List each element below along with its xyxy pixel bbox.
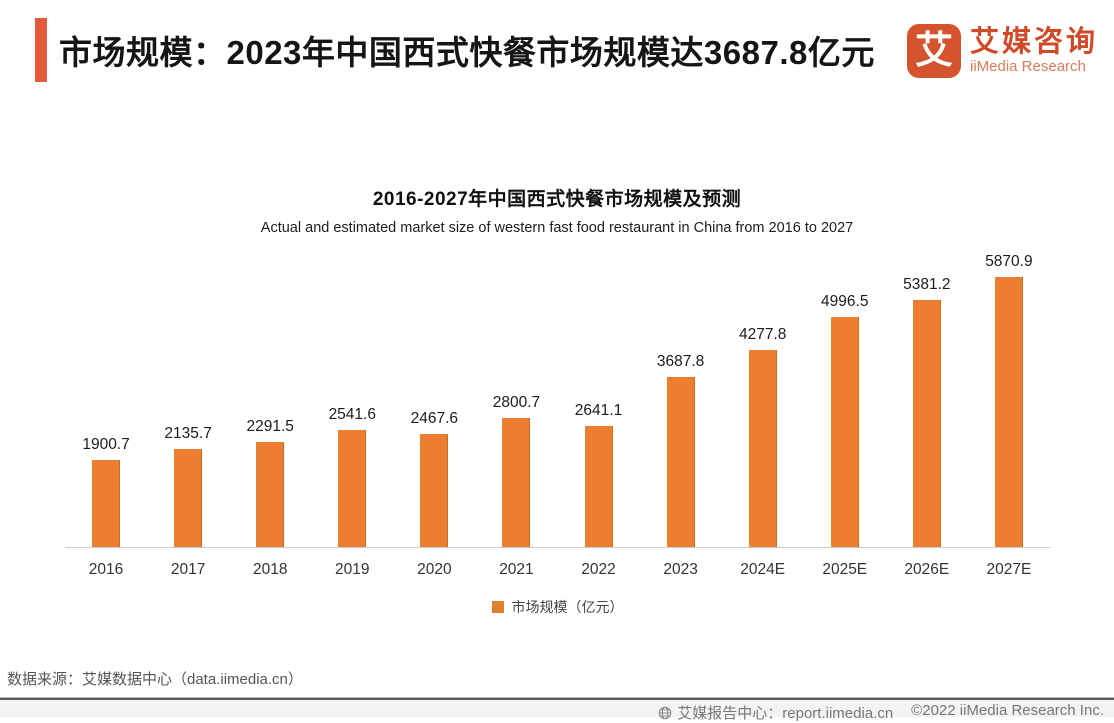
x-axis-label: 2022 xyxy=(581,561,616,578)
bar xyxy=(748,350,777,547)
bar-value-label: 2135.7 xyxy=(164,424,212,442)
bar-value-label: 4277.8 xyxy=(738,326,787,344)
x-axis-label: 2019 xyxy=(335,561,370,578)
bar xyxy=(174,448,203,547)
bar-column: 2467.6 xyxy=(393,250,475,547)
x-axis-label: 2020 xyxy=(417,561,452,578)
page-title: 市场规模：2023年中国西式快餐市场规模达3687.8亿元 xyxy=(59,34,875,71)
bar-value-label: 2541.6 xyxy=(328,406,376,424)
x-axis-label: 2018 xyxy=(252,561,288,578)
bar-value-label: 2641.1 xyxy=(574,401,623,419)
chart-legend: 市场规模（亿元） xyxy=(65,597,1050,617)
bar-column: 2641.1 xyxy=(557,250,639,547)
bar-column: 4996.5 xyxy=(804,250,886,547)
report-header: 市场规模：2023年中国西式快餐市场规模达3687.8亿元 xyxy=(35,18,904,82)
x-axis-label: 2021 xyxy=(499,561,534,578)
accent-bar xyxy=(35,18,47,82)
x-axis-label: 2025E xyxy=(822,561,868,578)
bar-value-label: 2291.5 xyxy=(246,417,294,435)
bar-column: 2291.5 xyxy=(229,250,311,547)
report-center-link[interactable]: 艾媒报告中心：report.iimedia.cn xyxy=(658,702,893,723)
copyright-label: ©2022 iiMedia Research Inc. xyxy=(911,702,1104,719)
globe-icon xyxy=(659,706,672,719)
chart-subtitle: Actual and estimated market size of west… xyxy=(260,220,854,236)
logo-name-en: iiMedia Research xyxy=(969,58,1086,76)
bar xyxy=(830,317,859,547)
logo-name-cn: 艾媒咨询 xyxy=(969,25,1098,58)
x-axis-label: 2023 xyxy=(663,561,698,578)
bar xyxy=(92,459,121,547)
bar-column: 2541.6 xyxy=(311,250,393,547)
bar-column: 4277.8 xyxy=(722,250,804,547)
bar-value-label: 2800.7 xyxy=(492,394,541,412)
bar-value-label: 4996.5 xyxy=(821,293,869,311)
bar xyxy=(912,299,941,547)
bar-value-label: 2467.6 xyxy=(410,409,459,427)
bottom-strip: 艾媒报告中心：report.iimedia.cn ©2022 iiMedia R… xyxy=(0,700,1114,722)
bar-value-label: 3687.8 xyxy=(656,353,705,371)
bar xyxy=(420,433,449,547)
x-axis-label: 2016 xyxy=(88,561,124,578)
bar xyxy=(502,418,531,547)
bar-column: 3687.8 xyxy=(640,250,722,547)
bar xyxy=(338,430,367,547)
chart-title: 2016-2027年中国西式快餐市场规模及预测 xyxy=(372,189,742,210)
bar-value-label: 5381.2 xyxy=(903,275,951,293)
bars-area: 1900.7 2135.7 2291.5 2541.6 2467.6 2800.7 2641… xyxy=(65,250,1050,548)
bar-column: 1900.7 xyxy=(65,250,147,547)
legend-label: 市场规模（亿元） xyxy=(511,599,624,615)
bar-column: 5381.2 xyxy=(886,250,968,547)
data-source-note: 数据来源：艾媒数据中心（data.iimedia.cn） xyxy=(7,671,303,688)
iimedia-logo: 艾 艾媒咨询 iiMedia Research xyxy=(906,24,1098,78)
logo-text: 艾媒咨询 iiMedia Research xyxy=(969,25,1098,76)
bar-column: 5870.9 xyxy=(968,250,1050,547)
x-axis-label: 2024E xyxy=(740,561,786,578)
legend-swatch-icon xyxy=(491,601,504,613)
bar xyxy=(256,441,285,547)
bar-column: 2800.7 xyxy=(475,250,557,547)
x-axis-label: 2026E xyxy=(904,561,950,578)
report-center-label: 艾媒报告中心：report.iimedia.cn xyxy=(677,705,894,722)
bar xyxy=(666,377,695,547)
x-axis-labels: 2016 2017 2018 2019 2020 2021 2022 2023 2024E 202… xyxy=(65,561,1050,579)
bar xyxy=(584,425,613,547)
bar-value-label: 5870.9 xyxy=(985,253,1033,270)
bar-value-label: 1900.7 xyxy=(82,435,130,453)
iimedia-logo-icon: 艾 xyxy=(906,24,961,78)
footer-divider xyxy=(0,697,1114,700)
x-axis-label: 2027E xyxy=(986,561,1032,578)
bar-column: 2135.7 xyxy=(147,250,229,547)
x-axis-label: 2017 xyxy=(170,561,206,578)
bar xyxy=(994,277,1023,547)
